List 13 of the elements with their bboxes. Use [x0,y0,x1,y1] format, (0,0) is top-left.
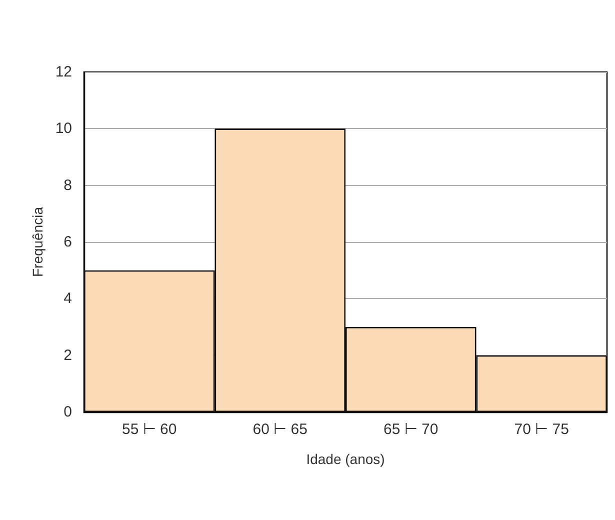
x-tick-label: 55 ⊢ 60 [122,421,177,438]
y-tick-label: 10 [55,120,72,138]
y-tick-label: 12 [55,64,72,80]
x-axis-title: Idade (anos) [306,451,385,467]
y-tick-label: 0 [64,404,72,420]
y-axis-title: Frequência [29,206,46,278]
y-tick-label: 2 [64,346,72,364]
x-tick-label: 60 ⊢ 65 [252,421,308,438]
y-tick-label: 4 [64,290,72,308]
y-tick-label: 8 [64,176,72,194]
y-tick-label: 6 [64,234,72,250]
x-tick-label: 65 ⊢ 70 [384,421,438,438]
x-tick-label: 70 ⊢ 75 [514,421,569,438]
